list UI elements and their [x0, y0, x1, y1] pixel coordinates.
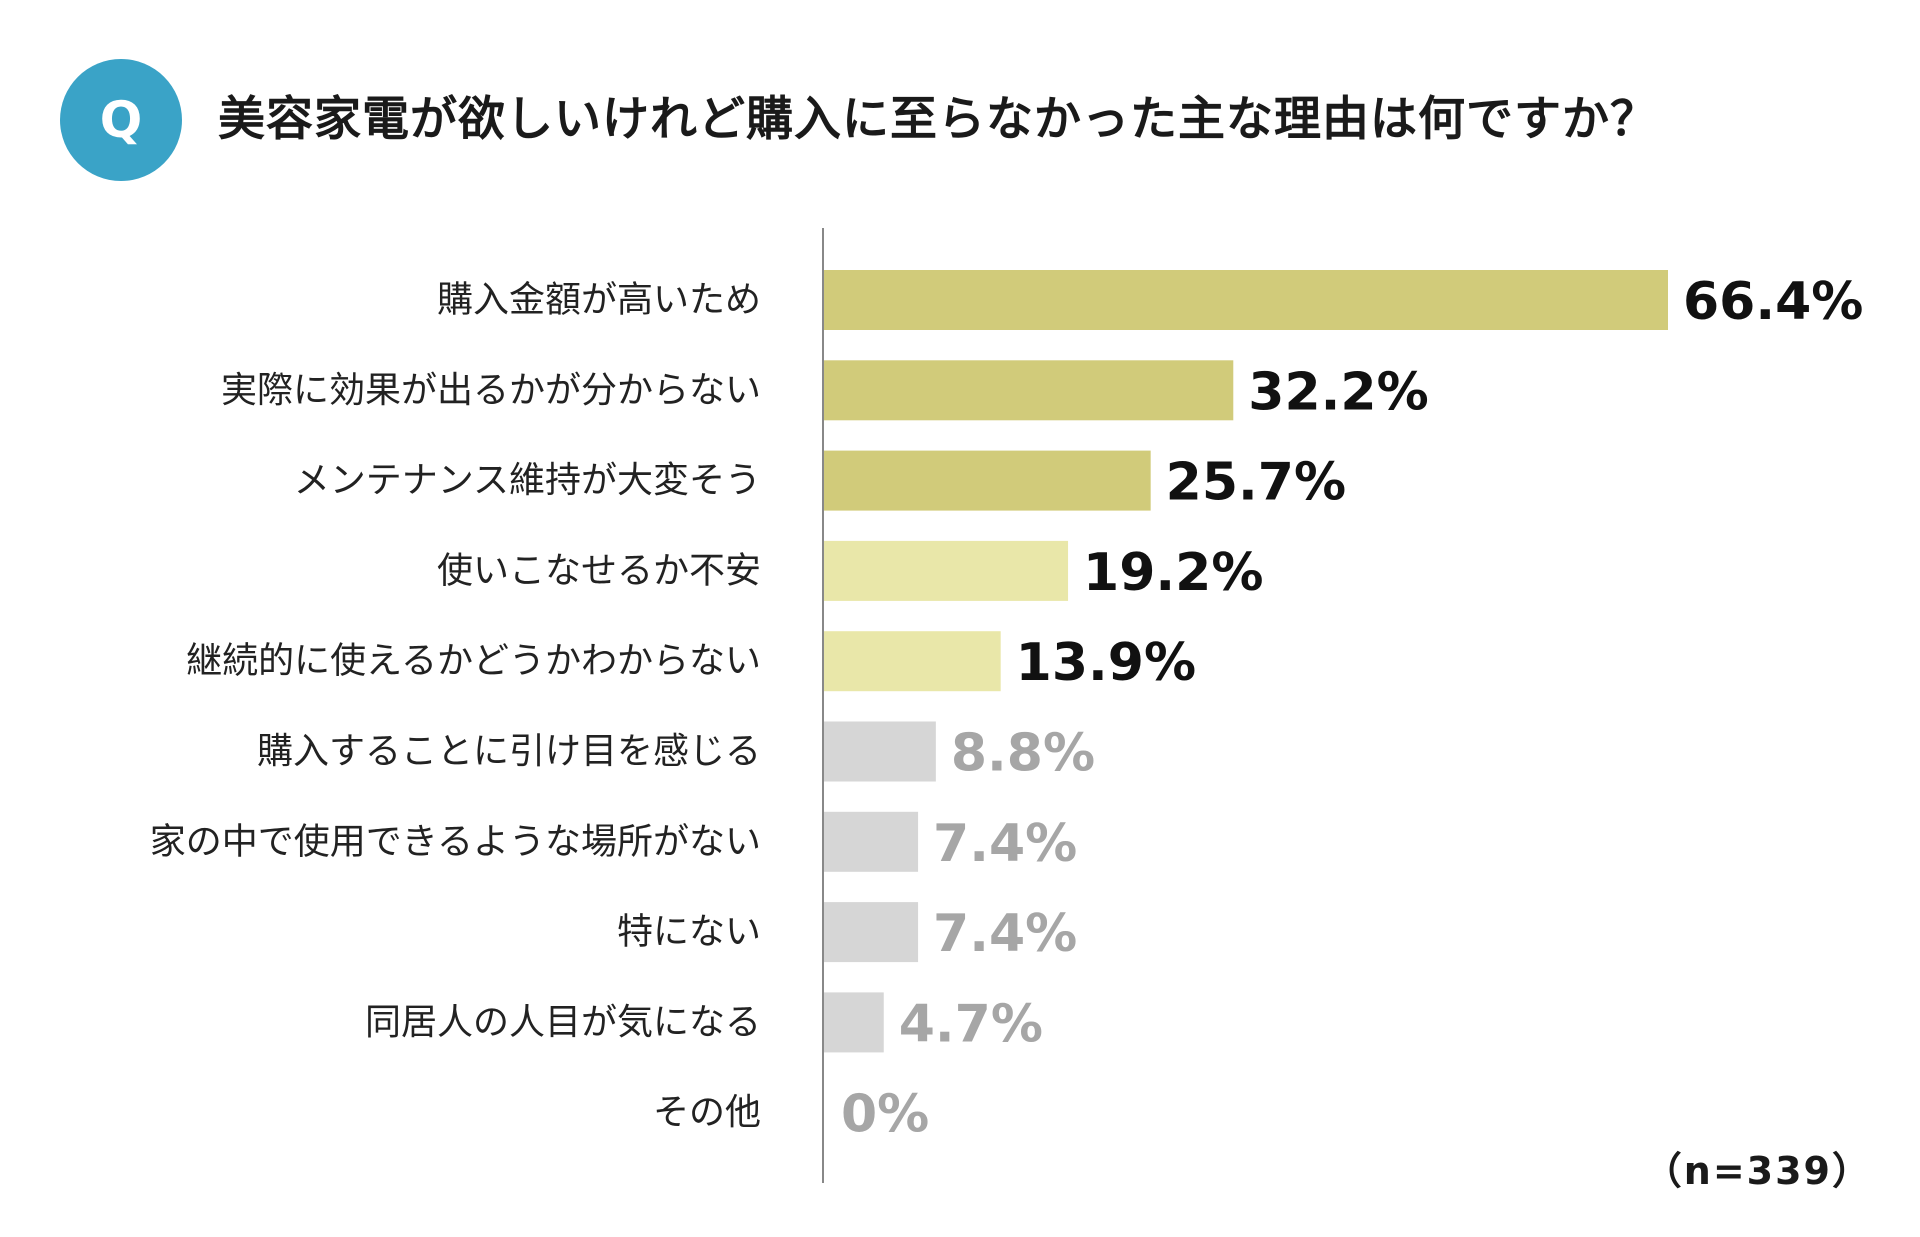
question-badge: Q [60, 59, 182, 181]
category-label: 同居人の人目が気になる [365, 1002, 761, 1043]
bars-group: 購入金額が高いため 66.4% 実際に効果が出るかが分からない 32.2% メンテナンス… [150, 270, 1863, 1145]
category-label: その他 [653, 1092, 761, 1133]
bar [824, 811, 919, 872]
bar [824, 270, 1668, 330]
value-label: 13.9% [1016, 633, 1196, 693]
bar [824, 992, 884, 1053]
question-title: 美容家電が欲しいけれど購入に至らなかった主な理由は何ですか？ [218, 92, 1658, 147]
bar [824, 450, 1151, 511]
category-label: 使いこなせるか不安 [437, 550, 761, 591]
value-label: 32.2% [1248, 362, 1428, 422]
value-label: 7.4% [933, 904, 1077, 964]
value-label: 66.4% [1683, 272, 1863, 332]
bar [824, 540, 1069, 601]
value-label: 8.8% [951, 724, 1095, 784]
value-label: 0% [841, 1085, 929, 1145]
category-label: 購入金額が高いため [437, 280, 761, 321]
bar [824, 721, 936, 782]
bar [824, 631, 1001, 692]
category-label: 特にない [617, 912, 761, 953]
category-label: 購入することに引け目を感じる [257, 731, 761, 772]
value-label: 7.4% [933, 814, 1077, 874]
bar [824, 902, 919, 963]
value-label: 4.7% [899, 994, 1043, 1054]
category-label: メンテナンス維持が大変そう [294, 460, 761, 501]
sample-size-note: （n=339） [1643, 1149, 1872, 1193]
question-badge-letter: Q [99, 91, 143, 149]
value-label: 19.2% [1083, 543, 1263, 603]
category-label: 継続的に使えるかどうかわからない [186, 641, 761, 682]
bar [824, 360, 1234, 421]
value-label: 25.7% [1166, 453, 1346, 513]
category-label: 実際に効果が出るかが分からない [221, 370, 761, 411]
category-label: 家の中で使用できるような場所がない [150, 821, 761, 862]
